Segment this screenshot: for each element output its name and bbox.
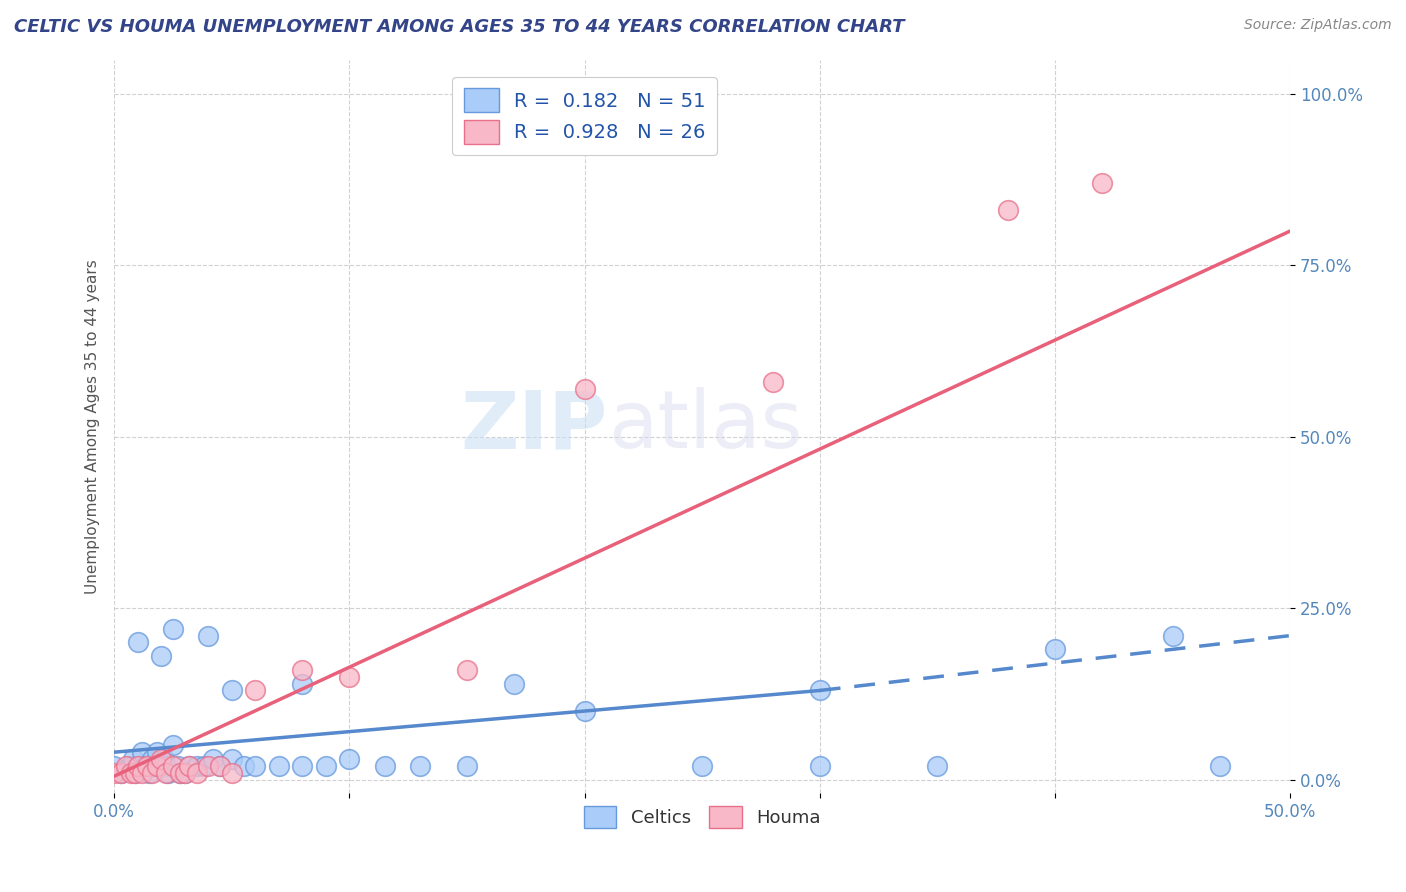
Point bbox=[193, 759, 215, 773]
Point bbox=[197, 629, 219, 643]
Point bbox=[162, 759, 184, 773]
Point bbox=[131, 745, 153, 759]
Point bbox=[127, 759, 149, 773]
Point bbox=[245, 683, 267, 698]
Point bbox=[134, 759, 156, 773]
Point bbox=[179, 759, 201, 773]
Point bbox=[127, 759, 149, 773]
Point bbox=[141, 765, 163, 780]
Point bbox=[291, 676, 314, 690]
Point bbox=[162, 739, 184, 753]
Point bbox=[145, 745, 167, 759]
Point bbox=[997, 203, 1019, 218]
Point bbox=[136, 759, 159, 773]
Text: CELTIC VS HOUMA UNEMPLOYMENT AMONG AGES 35 TO 44 YEARS CORRELATION CHART: CELTIC VS HOUMA UNEMPLOYMENT AMONG AGES … bbox=[14, 18, 904, 36]
Point bbox=[315, 759, 337, 773]
Point bbox=[291, 759, 314, 773]
Point bbox=[267, 759, 290, 773]
Point bbox=[157, 765, 180, 780]
Point bbox=[120, 759, 142, 773]
Point bbox=[1043, 642, 1066, 657]
Y-axis label: Unemployment Among Ages 35 to 44 years: Unemployment Among Ages 35 to 44 years bbox=[86, 259, 100, 594]
Point bbox=[131, 765, 153, 780]
Point bbox=[124, 765, 146, 780]
Point bbox=[456, 663, 478, 677]
Point bbox=[927, 759, 949, 773]
Point bbox=[173, 765, 195, 780]
Point bbox=[245, 759, 267, 773]
Point bbox=[456, 759, 478, 773]
Point bbox=[208, 759, 231, 773]
Point bbox=[337, 752, 360, 766]
Point bbox=[169, 765, 191, 780]
Point bbox=[503, 676, 526, 690]
Point bbox=[409, 759, 432, 773]
Text: atlas: atlas bbox=[609, 387, 803, 466]
Point bbox=[162, 622, 184, 636]
Point bbox=[103, 765, 125, 780]
Point bbox=[221, 765, 243, 780]
Point bbox=[574, 704, 596, 718]
Point bbox=[115, 759, 138, 773]
Point bbox=[221, 683, 243, 698]
Point bbox=[808, 683, 831, 698]
Point bbox=[150, 752, 173, 766]
Point bbox=[103, 759, 125, 773]
Point bbox=[186, 759, 208, 773]
Point bbox=[208, 759, 231, 773]
Point bbox=[173, 765, 195, 780]
Point bbox=[143, 759, 166, 773]
Point bbox=[186, 765, 208, 780]
Text: Source: ZipAtlas.com: Source: ZipAtlas.com bbox=[1244, 18, 1392, 32]
Point bbox=[150, 649, 173, 664]
Point bbox=[1161, 629, 1184, 643]
Point bbox=[155, 759, 177, 773]
Point bbox=[124, 765, 146, 780]
Point bbox=[115, 762, 138, 776]
Point bbox=[179, 759, 201, 773]
Point bbox=[138, 765, 160, 780]
Text: ZIP: ZIP bbox=[461, 387, 609, 466]
Point bbox=[145, 759, 167, 773]
Point bbox=[169, 765, 191, 780]
Point bbox=[221, 752, 243, 766]
Point bbox=[808, 759, 831, 773]
Point bbox=[337, 670, 360, 684]
Point bbox=[1091, 176, 1114, 190]
Point bbox=[197, 759, 219, 773]
Point bbox=[120, 765, 142, 780]
Point bbox=[110, 765, 132, 780]
Point bbox=[201, 752, 224, 766]
Point bbox=[127, 635, 149, 649]
Point bbox=[232, 759, 254, 773]
Point bbox=[690, 759, 713, 773]
Point bbox=[122, 752, 145, 766]
Point bbox=[762, 375, 785, 389]
Point bbox=[291, 663, 314, 677]
Point bbox=[574, 382, 596, 396]
Point bbox=[148, 759, 170, 773]
Legend: Celtics, Houma: Celtics, Houma bbox=[576, 799, 828, 836]
Point bbox=[152, 752, 174, 766]
Point bbox=[1208, 759, 1230, 773]
Point bbox=[155, 765, 177, 780]
Point bbox=[374, 759, 396, 773]
Point bbox=[166, 759, 188, 773]
Point bbox=[110, 765, 132, 780]
Point bbox=[141, 752, 163, 766]
